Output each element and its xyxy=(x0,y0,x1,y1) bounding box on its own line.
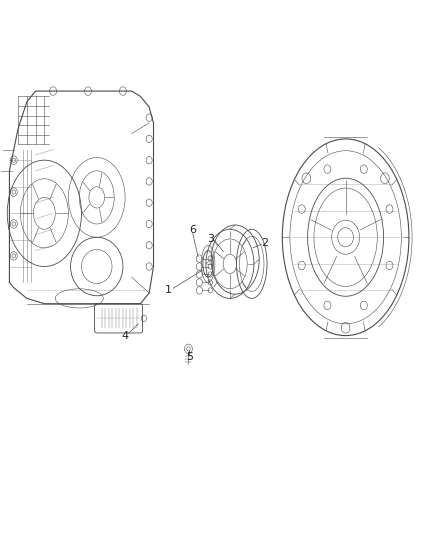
Text: 1: 1 xyxy=(165,286,172,295)
Text: 6: 6 xyxy=(189,225,196,236)
Text: 2: 2 xyxy=(261,238,268,247)
Text: 3: 3 xyxy=(208,234,215,244)
Text: 5: 5 xyxy=(186,352,193,362)
Text: 4: 4 xyxy=(122,330,129,341)
